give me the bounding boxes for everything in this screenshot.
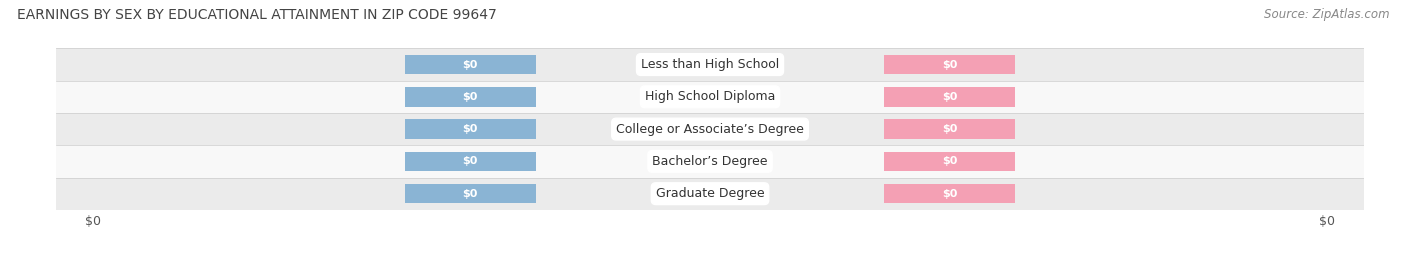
Bar	[884, 87, 1015, 107]
Bar	[884, 152, 1015, 171]
Text: $0: $0	[942, 59, 957, 70]
Text: Bachelor’s Degree: Bachelor’s Degree	[652, 155, 768, 168]
Text: $0: $0	[942, 189, 957, 199]
Bar	[884, 119, 1015, 139]
Text: $0: $0	[463, 124, 478, 134]
Text: College or Associate’s Degree: College or Associate’s Degree	[616, 123, 804, 136]
Bar	[405, 152, 536, 171]
Bar	[405, 119, 536, 139]
Bar	[56, 145, 1364, 178]
Text: Less than High School: Less than High School	[641, 58, 779, 71]
Text: $0: $0	[463, 92, 478, 102]
Text: $0: $0	[942, 124, 957, 134]
Bar	[56, 178, 1364, 210]
Bar	[56, 81, 1364, 113]
Bar	[884, 55, 1015, 74]
Bar	[405, 87, 536, 107]
Text: High School Diploma: High School Diploma	[645, 90, 775, 103]
Text: Source: ZipAtlas.com: Source: ZipAtlas.com	[1264, 8, 1389, 21]
Text: EARNINGS BY SEX BY EDUCATIONAL ATTAINMENT IN ZIP CODE 99647: EARNINGS BY SEX BY EDUCATIONAL ATTAINMEN…	[17, 8, 496, 22]
Text: $0: $0	[942, 156, 957, 167]
Text: Graduate Degree: Graduate Degree	[655, 187, 765, 200]
Text: $0: $0	[463, 189, 478, 199]
Text: $0: $0	[463, 59, 478, 70]
Bar	[56, 113, 1364, 145]
Bar	[884, 184, 1015, 203]
Text: $0: $0	[463, 156, 478, 167]
Text: $0: $0	[942, 92, 957, 102]
Bar	[405, 55, 536, 74]
Bar	[56, 48, 1364, 81]
Bar	[405, 184, 536, 203]
